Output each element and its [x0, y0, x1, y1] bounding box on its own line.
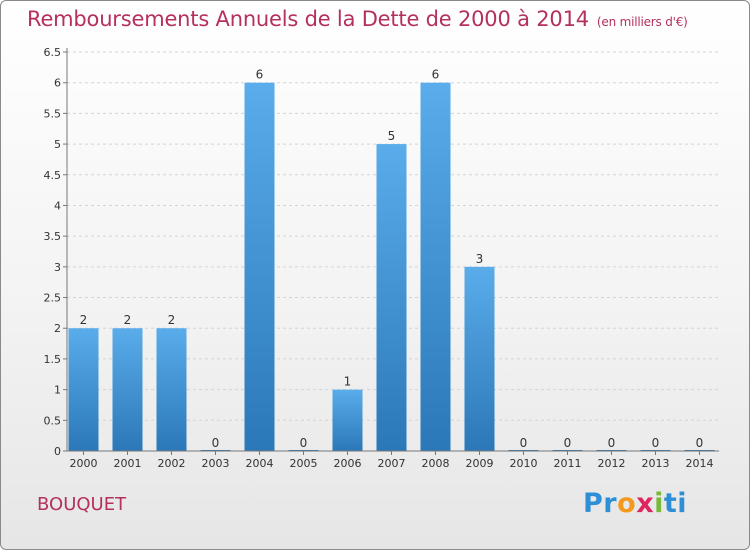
value-label-2011: 0 [564, 436, 572, 450]
y-tick-label: 5.5 [44, 107, 62, 120]
bar-2007 [376, 144, 407, 452]
x-tick-label-2011: 2011 [554, 457, 582, 470]
y-tick-label: 0 [54, 445, 61, 458]
logo-letter: r [603, 488, 618, 519]
logo-letter: x [636, 488, 655, 519]
commune-name: BOUQUET [37, 494, 127, 515]
proxiti-logo: Proxiti [583, 488, 687, 519]
y-tick-label: 2.5 [44, 292, 62, 305]
x-tick-label-2001: 2001 [114, 457, 142, 470]
chart-title-text: Remboursements Annuels de la Dette de 20… [27, 7, 589, 31]
value-label-2006: 1 [344, 375, 352, 389]
x-tick-label-2000: 2000 [70, 457, 98, 470]
x-tick-label-2010: 2010 [510, 457, 538, 470]
value-label-2010: 0 [520, 436, 528, 450]
value-label-2012: 0 [608, 436, 616, 450]
value-label-2013: 0 [652, 436, 660, 450]
value-label-2014: 0 [696, 436, 704, 450]
y-tick-label: 4 [54, 199, 61, 212]
value-label-2001: 2 [124, 313, 132, 327]
x-tick-label-2009: 2009 [466, 457, 494, 470]
x-tick-label-2012: 2012 [598, 457, 626, 470]
value-label-2004: 6 [256, 68, 264, 82]
y-tick-label: 6 [54, 77, 61, 90]
bar-2009 [464, 266, 495, 451]
logo-letter: t [663, 488, 678, 519]
value-label-2002: 2 [168, 313, 176, 327]
x-tick-label-2002: 2002 [158, 457, 186, 470]
y-tick-label: 6.5 [44, 46, 62, 59]
x-tick-label-2014: 2014 [686, 457, 714, 470]
y-tick-label: 4.5 [44, 169, 62, 182]
bar-2002 [156, 328, 187, 451]
y-tick-label: 3.5 [44, 230, 62, 243]
logo-letter: o [617, 488, 637, 519]
x-tick-label-2013: 2013 [642, 457, 670, 470]
logo-letter: P [583, 488, 604, 519]
value-label-2003: 0 [212, 436, 220, 450]
y-tick-label: 2 [54, 322, 61, 335]
value-label-2009: 3 [476, 252, 484, 266]
x-tick-label-2008: 2008 [422, 457, 450, 470]
value-label-2007: 5 [388, 129, 396, 143]
value-label-2000: 2 [80, 313, 88, 327]
x-tick-label-2006: 2006 [334, 457, 362, 470]
y-tick-label: 3 [54, 261, 61, 274]
x-tick-label-2005: 2005 [290, 457, 318, 470]
value-label-2008: 6 [432, 68, 440, 82]
x-tick-label-2007: 2007 [378, 457, 406, 470]
x-tick-label-2004: 2004 [246, 457, 274, 470]
bar-2001 [112, 328, 143, 451]
y-tick-label: 0.5 [44, 414, 62, 427]
value-label-2005: 0 [300, 436, 308, 450]
bar-2000 [68, 328, 99, 451]
chart-unit-label: (en milliers d'€) [596, 15, 688, 29]
logo-letter: i [677, 488, 688, 519]
bar-2008 [420, 82, 451, 451]
bar-2004 [244, 82, 275, 451]
logo-letter: i [654, 488, 664, 519]
bar-2006 [332, 389, 363, 451]
y-tick-label: 1 [54, 384, 61, 397]
y-tick-label: 1.5 [44, 353, 62, 366]
chart-title: Remboursements Annuels de la Dette de 20… [27, 7, 688, 31]
x-tick-label-2003: 2003 [202, 457, 230, 470]
y-tick-label: 5 [54, 138, 61, 151]
